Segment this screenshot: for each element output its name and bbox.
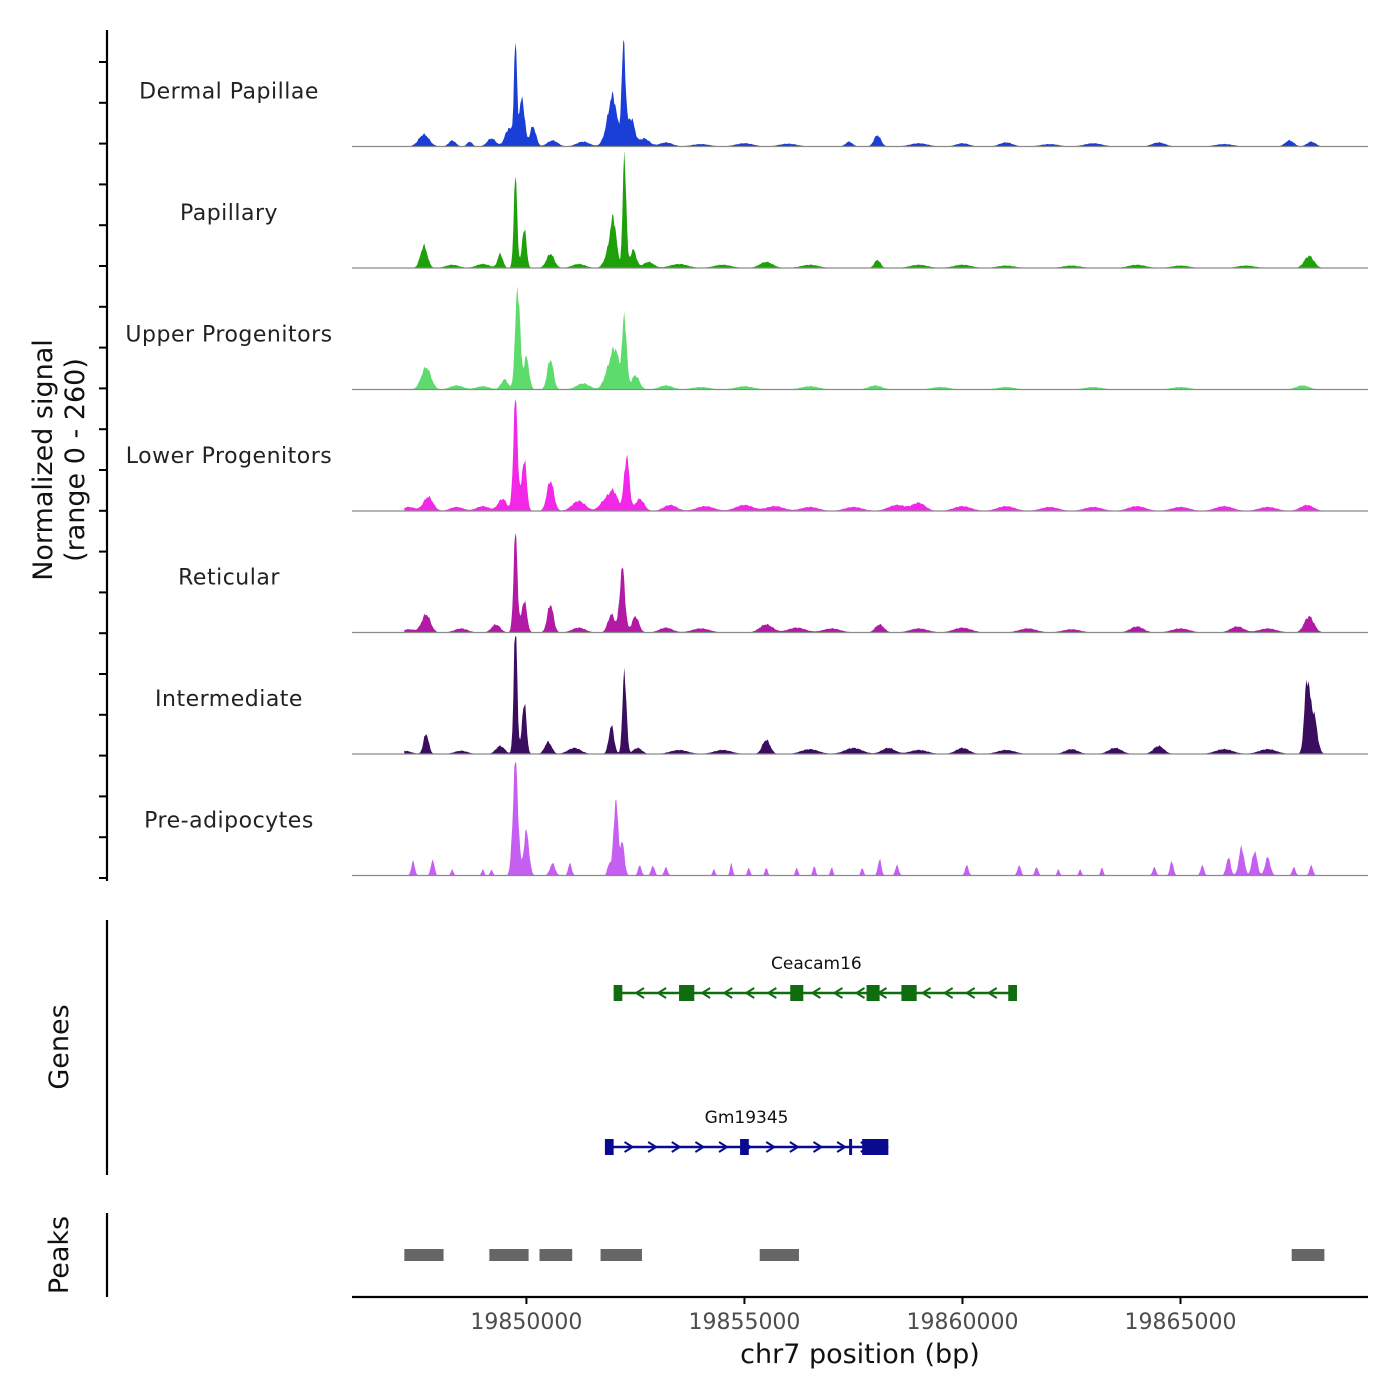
strand-chevron (812, 1141, 824, 1153)
strand-chevron (942, 987, 954, 999)
exon (901, 985, 917, 1001)
peak-regions (404, 1249, 1325, 1261)
strand-chevron (623, 1141, 635, 1153)
exon (613, 985, 623, 1001)
x-axis: 19850000 19855000 19860000 19865000 chr7 po… (352, 1295, 1368, 1370)
strand-chevron (744, 987, 755, 999)
x-axis-title: chr7 position (bp) (740, 1339, 980, 1370)
strand-chevron (789, 1141, 800, 1153)
track-label: Intermediate (155, 687, 303, 712)
track-lower-progenitors: Lower Progenitors (126, 399, 1368, 512)
strand-chevron (920, 987, 932, 999)
x-tick-label: 19865000 (1125, 1310, 1237, 1335)
track-label: Reticular (178, 566, 280, 591)
track-label: Pre-adipocytes (144, 809, 314, 834)
signal-y-axis-title: Normalized signal (28, 339, 59, 581)
signal-area (404, 285, 1325, 390)
exon (604, 1139, 614, 1155)
x-tick-label: 19855000 (688, 1310, 800, 1335)
x-tick-label: 19860000 (906, 1310, 1018, 1335)
genes-track-label: Genes (44, 1004, 75, 1089)
strand-chevron (765, 1141, 777, 1153)
track-intermediate: Intermediate (155, 636, 1368, 755)
peak-region (600, 1249, 642, 1261)
track-pre-adipocytes: Pre-adipocytes (144, 761, 1368, 877)
strand-chevron (832, 987, 843, 999)
peak-region (404, 1249, 444, 1261)
strand-chevron (718, 1141, 729, 1153)
peak-region (539, 1249, 573, 1261)
strand-chevron (836, 1141, 847, 1153)
x-axis-ticks: 19850000 19855000 19860000 19865000 (470, 1297, 1236, 1335)
strand-chevron (671, 1141, 682, 1153)
track-papillary: Papillary (180, 150, 1368, 269)
exon (1008, 985, 1017, 1001)
signal-y-ticks (99, 61, 107, 879)
exon (679, 985, 695, 1001)
gene-gm19345: Gm19345 (604, 1108, 889, 1155)
gene-label: Gm19345 (705, 1108, 789, 1128)
gene-models: Ceacam16 Gm19345 (604, 954, 1017, 1155)
track-upper-progenitors: Upper Progenitors (125, 285, 1368, 391)
strand-chevron (647, 1141, 659, 1153)
track-dermal-papillae: Dermal Papillae (139, 39, 1368, 148)
peak-region (489, 1249, 529, 1261)
peak-region (1291, 1249, 1325, 1261)
strand-chevron (700, 987, 711, 999)
exon (740, 1139, 749, 1155)
exon (862, 1139, 889, 1155)
gene-ceacam16: Ceacam16 (613, 954, 1017, 1001)
signal-area (404, 761, 1325, 876)
track-label: Lower Progenitors (126, 444, 332, 469)
strand-chevron (810, 987, 821, 999)
track-reticular: Reticular (178, 532, 1368, 634)
strand-chevron (964, 987, 976, 999)
strand-chevron (854, 987, 866, 999)
track-label: Upper Progenitors (125, 323, 332, 348)
strand-chevron (634, 987, 645, 999)
track-label: Papillary (180, 201, 278, 226)
gene-label: Ceacam16 (771, 954, 862, 974)
strand-chevron (694, 1141, 706, 1153)
peak-region (759, 1249, 799, 1261)
exon (790, 985, 804, 1001)
signal-area (404, 39, 1325, 147)
genes-panel: Genes Ceacam16 Gm19345 (44, 920, 1017, 1175)
signal-area (404, 399, 1325, 511)
signal-area (404, 636, 1325, 754)
signal-area (404, 532, 1325, 633)
x-tick-label: 19850000 (470, 1310, 582, 1335)
signal-panel: Normalized signal (range 0 - 260) Dermal… (28, 30, 1368, 881)
strand-chevron (986, 987, 998, 999)
strand-chevron (766, 987, 777, 999)
peaks-panel: Peaks (44, 1213, 1325, 1297)
signal-y-axis-subtitle: (range 0 - 260) (60, 358, 91, 562)
signal-tracks: Dermal Papillae Papillary Upper Progenitor… (125, 39, 1368, 877)
exon (866, 985, 880, 1001)
peaks-track-label: Peaks (44, 1216, 75, 1294)
signal-area (404, 150, 1325, 268)
strand-chevron (722, 987, 733, 999)
strand-chevron (656, 987, 667, 999)
track-label: Dermal Papillae (139, 80, 319, 105)
exon (849, 1139, 853, 1155)
